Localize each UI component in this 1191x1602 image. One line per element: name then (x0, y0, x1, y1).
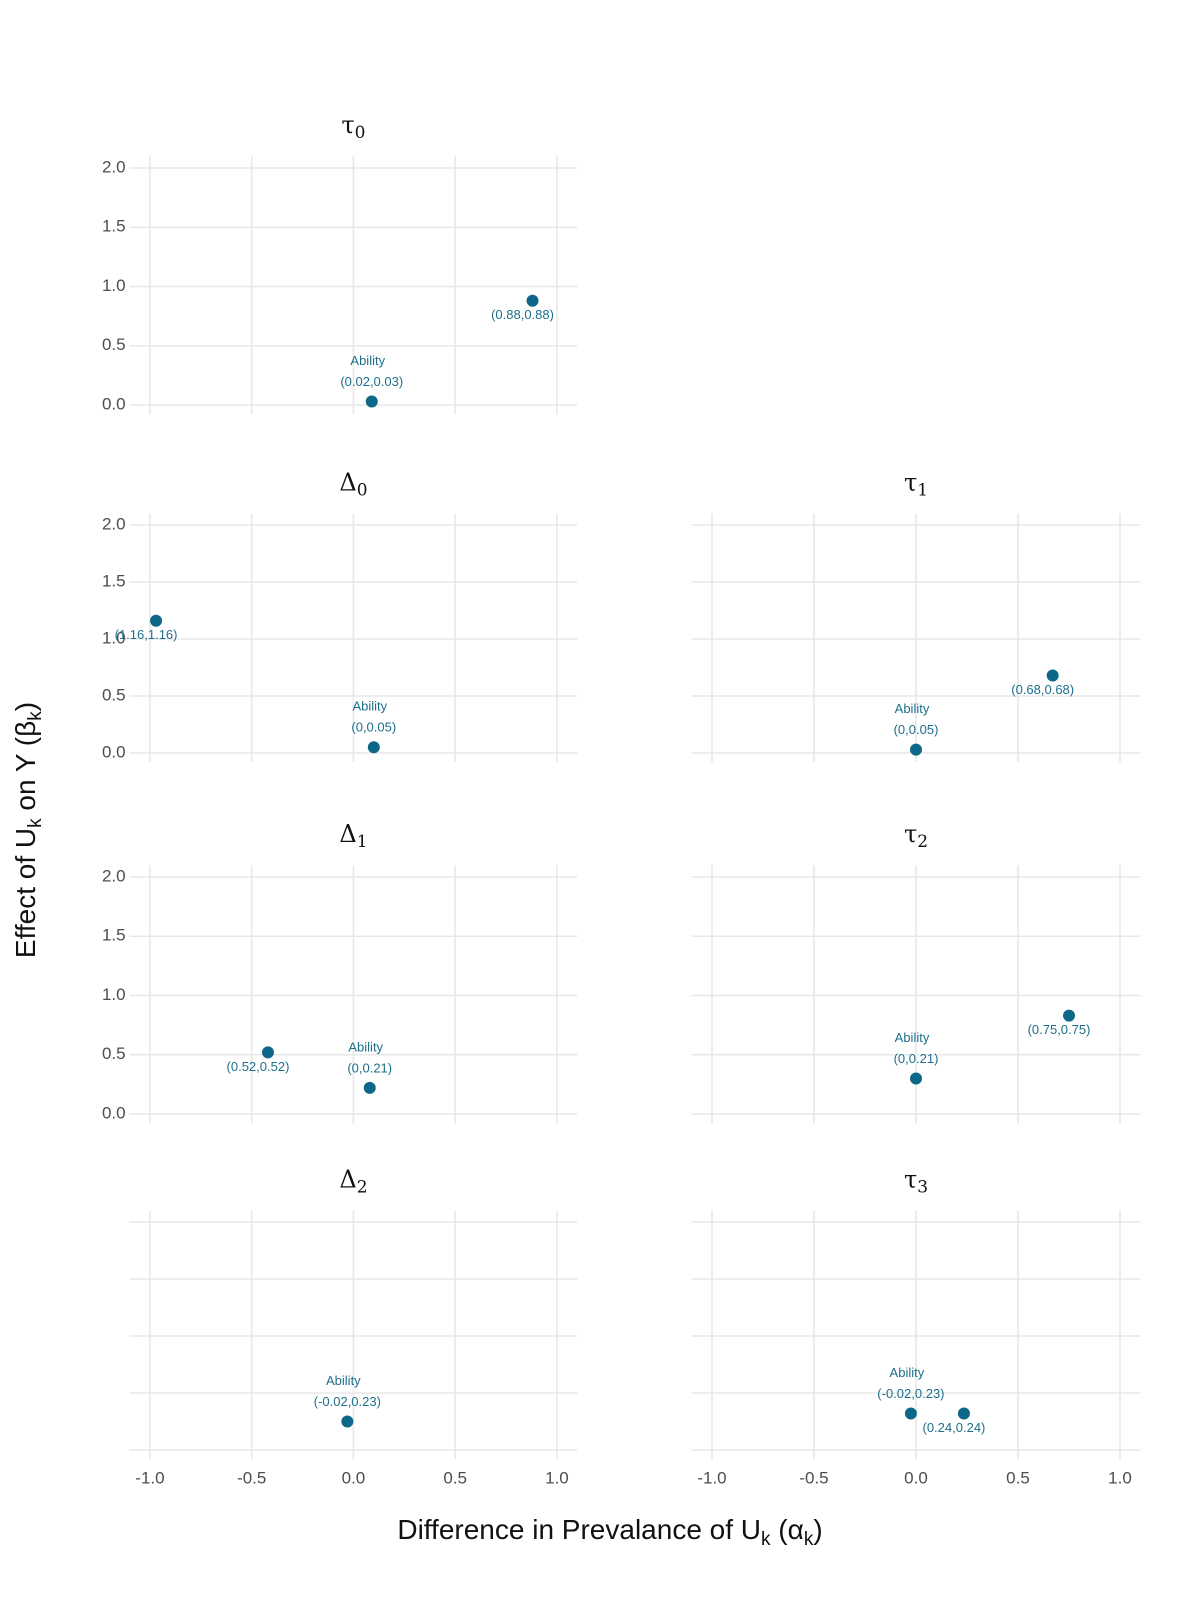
y-tick-label: 2.0 (102, 514, 126, 533)
point-name: Ability (895, 1030, 930, 1045)
point (910, 1072, 922, 1085)
text-part: Effect of U (10, 828, 41, 958)
panel: -1.0 -0.5 0.0 0.5 1.0 τ3 (0.24,0.24) Ability (-0… (691, 1165, 1141, 1488)
title-subscript: 2 (917, 832, 928, 852)
point-name: Ability (890, 1365, 925, 1380)
title-subscript: 3 (917, 1177, 928, 1197)
y-tick-label: 0.0 (102, 394, 126, 413)
point-label: (-0.02,0.23) (877, 1386, 944, 1401)
point-label: (-0.02,0.23) (314, 1394, 381, 1409)
x-tick-label: 1.0 (1108, 1469, 1132, 1488)
y-tick-label: 1.5 (102, 571, 126, 590)
subscript: k (25, 711, 46, 721)
title-subscript: 0 (355, 123, 366, 143)
panel: 0.0 0.5 1.0 1.5 2.0 Δ1 (0.52,0.52) Ability (0,0.… (102, 820, 578, 1124)
point (367, 741, 380, 754)
point (1063, 1009, 1075, 1022)
point (526, 294, 539, 307)
x-tick-label: -1.0 (697, 1469, 726, 1488)
title-subscript: 0 (357, 480, 368, 500)
text-part: Difference in Prevalance of U (397, 1514, 761, 1545)
point-name: Ability (352, 699, 387, 714)
point-name: Ability (326, 1373, 361, 1388)
point-label: (1.16,1.16) (115, 627, 178, 642)
title-symbol: Δ (339, 820, 356, 848)
point-label: (0,0.05) (351, 720, 396, 735)
panel-title: τ0 (341, 111, 365, 143)
subscript: k (804, 1529, 814, 1550)
x-axis-label: Difference in Prevalance of Uk​ (αk​) (397, 1514, 822, 1550)
point (341, 1415, 354, 1428)
title-symbol: τ (341, 111, 354, 139)
title-symbol: τ (904, 820, 917, 848)
title-subscript: 1 (357, 832, 368, 852)
y-tick-label: 2.0 (102, 866, 126, 885)
x-tick-label: -0.5 (237, 1469, 266, 1488)
y-tick-label: 0.0 (102, 1103, 126, 1122)
point-label: (0.88,0.88) (491, 307, 554, 322)
y-tick-label: 0.5 (102, 1044, 126, 1063)
point-label: (0.52,0.52) (227, 1059, 290, 1074)
panel: τ2 (0.75,0.75) Ability (0,0.21) (691, 820, 1141, 1124)
title-symbol: Δ (339, 1165, 356, 1193)
y-tick-label: 1.5 (102, 926, 126, 945)
point (261, 1046, 274, 1059)
point-label: (0,0.21) (347, 1060, 392, 1075)
point (910, 743, 922, 756)
title-symbol: τ (904, 1165, 917, 1193)
panel: 0.0 0.5 1.0 1.5 2.0 τ0 (0.88,0.88) Ability (0.02… (102, 111, 578, 415)
subscript: k (761, 1529, 771, 1550)
point (904, 1407, 917, 1420)
x-tick-label: 0.5 (443, 1469, 467, 1488)
y-tick-label: 0.0 (102, 742, 126, 761)
point-label: (0.68,0.68) (1011, 682, 1074, 697)
y-tick-label: 1.0 (102, 985, 126, 1004)
x-tick-label: 0.5 (1006, 1469, 1030, 1488)
x-tick-label: -0.5 (799, 1469, 828, 1488)
y-tick-label: 0.5 (102, 685, 126, 704)
panel: -1.0 -0.5 0.0 0.5 1.0 Δ2 Ability (-0.02,0.23) (129, 1165, 578, 1488)
point-name: Ability (350, 353, 385, 368)
panel-title: τ2 (904, 820, 928, 852)
panel-title: Δ1 (339, 820, 367, 852)
panel-title: τ1 (904, 468, 928, 500)
point-label: (0,0.21) (894, 1051, 939, 1066)
y-tick-label: 1.0 (102, 628, 126, 647)
subscript: k (25, 818, 46, 828)
panel-title: τ3 (904, 1165, 928, 1197)
y-tick-label: 1.5 (102, 217, 126, 236)
text-part: on Y (β (10, 721, 41, 819)
x-tick-label: 0.0 (342, 1469, 366, 1488)
text-part: (α (771, 1514, 804, 1545)
point-name: Ability (895, 701, 930, 716)
x-tick-label: 1.0 (545, 1469, 569, 1488)
y-tick-label: 2.0 (102, 157, 126, 176)
title-symbol: τ (904, 468, 917, 496)
point-label: (0.24,0.24) (923, 1420, 986, 1435)
point (957, 1407, 970, 1420)
point-label: (0.02,0.03) (340, 374, 403, 389)
point-name: Ability (348, 1039, 383, 1054)
point (1046, 669, 1059, 682)
y-axis-label: Effect of Uk​ on Y (βk​) (10, 702, 46, 958)
text-part: ) (10, 702, 41, 711)
y-tick-label: 1.0 (102, 276, 126, 295)
panel-title: Δ0 (339, 468, 367, 500)
title-subscript: 1 (917, 480, 928, 500)
panel: τ1 (0.68,0.68) Ability (0,0.05) (691, 468, 1141, 763)
panel: 0.0 0.5 1.0 1.5 2.0 Δ0 (1.16,1.16) Ability (0,0.… (102, 468, 578, 763)
text-part: ) (813, 1514, 822, 1545)
x-tick-label: -1.0 (135, 1469, 164, 1488)
y-tick-label: 0.5 (102, 335, 126, 354)
title-subscript: 2 (357, 1177, 368, 1197)
point (150, 614, 163, 627)
x-tick-label: 0.0 (904, 1469, 928, 1488)
point (365, 395, 378, 408)
title-symbol: Δ (339, 468, 356, 496)
point (363, 1081, 376, 1094)
point-label: (0.75,0.75) (1028, 1022, 1091, 1037)
panel-title: Δ2 (339, 1165, 367, 1197)
point-label: (0,0.05) (894, 722, 939, 737)
